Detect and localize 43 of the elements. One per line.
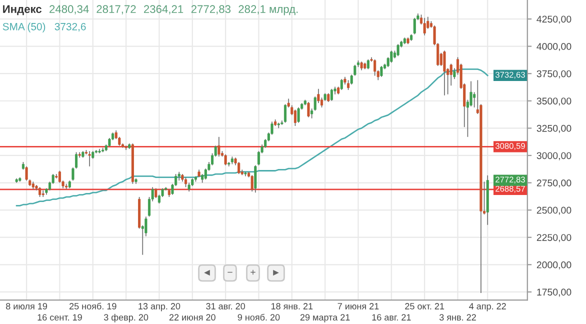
y-tick-label: 3250,00 bbox=[536, 124, 572, 133]
text: 3732,63 bbox=[495, 72, 525, 79]
y-tick-label: 2750,00 bbox=[536, 180, 572, 188]
x-tick-label: 18 янв. 21 bbox=[271, 303, 313, 310]
x-tick-label: 16 сент. 19 bbox=[38, 314, 82, 321]
x-tick-label: 13 апр. 20 bbox=[138, 303, 180, 312]
text: SMA (50) bbox=[2, 22, 46, 32]
annotation: 282,1 млрд. bbox=[238, 5, 298, 16]
y-tick-label: 3750,00 bbox=[536, 70, 572, 78]
x-tick-label: 25 окт. 21 bbox=[405, 303, 444, 310]
y-tick-label: 1750,00 bbox=[537, 288, 572, 297]
annotation: + bbox=[250, 270, 256, 275]
annotation: 2817,72 bbox=[96, 5, 136, 14]
y-tick-label: 2250,00 bbox=[536, 234, 572, 242]
annotation: 2772,83 bbox=[191, 5, 231, 14]
y-tick-label: 3500,00 bbox=[536, 98, 572, 106]
x-tick-label: 8 июля 19 bbox=[6, 303, 48, 310]
annotation: − bbox=[228, 272, 232, 273]
y-tick-label: 3000,00 bbox=[536, 152, 572, 160]
x-tick-label: 22 июня 20 bbox=[169, 314, 216, 321]
ref-line-label: 3080,59 bbox=[495, 143, 525, 150]
x-tick-label: 25 нояб. 19 bbox=[69, 302, 116, 310]
y-tick-label: 4250,00 bbox=[536, 16, 572, 24]
x-tick-label: 31 авг. 20 bbox=[206, 303, 246, 310]
x-tick-label: 16 авг. 21 bbox=[372, 314, 411, 321]
candlestick bbox=[88, 151, 91, 166]
annotation: ► bbox=[273, 270, 279, 276]
chart-title: Индекс bbox=[3, 5, 42, 16]
x-tick-label: 3 февр. 20 bbox=[104, 314, 148, 322]
annotation: 2480,34 bbox=[50, 5, 89, 14]
y-tick-label: 2500,00 bbox=[536, 206, 572, 215]
y-tick-label: 4000,00 bbox=[536, 43, 572, 52]
annotation: 2364,21 bbox=[144, 5, 184, 14]
x-tick-label: 4 апр. 22 bbox=[469, 303, 506, 312]
annotation: ◄ bbox=[204, 270, 210, 276]
text: 2772,83 bbox=[496, 176, 525, 184]
x-tick-label: 9 нояб. 20 bbox=[238, 314, 280, 321]
y-tick-label: 2000,00 bbox=[536, 261, 572, 270]
x-tick-label: 7 июня 21 bbox=[338, 303, 379, 310]
ref-line-label: 2688,57 bbox=[496, 186, 525, 193]
x-tick-label: 29 марта 21 bbox=[300, 314, 350, 322]
annotation: 3732,6 bbox=[54, 22, 86, 32]
x-tick-label: 3 янв. 22 bbox=[439, 314, 476, 321]
